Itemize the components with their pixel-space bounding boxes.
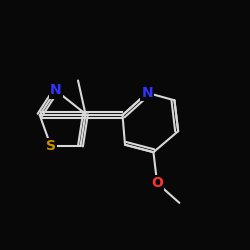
Text: N: N <box>50 84 62 98</box>
Text: N: N <box>142 86 153 100</box>
Text: O: O <box>151 176 163 190</box>
Text: S: S <box>46 139 56 153</box>
